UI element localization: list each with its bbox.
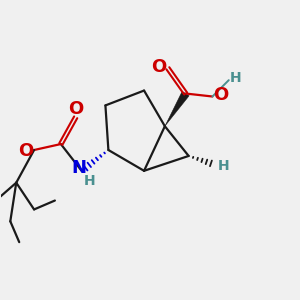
Text: H: H: [83, 174, 95, 188]
Text: N: N: [72, 159, 87, 177]
Text: O: O: [151, 58, 166, 76]
Text: H: H: [230, 71, 241, 85]
Text: O: O: [213, 86, 228, 104]
Text: O: O: [18, 142, 33, 160]
Polygon shape: [165, 91, 189, 126]
Text: H: H: [218, 159, 230, 173]
Text: O: O: [68, 100, 83, 118]
